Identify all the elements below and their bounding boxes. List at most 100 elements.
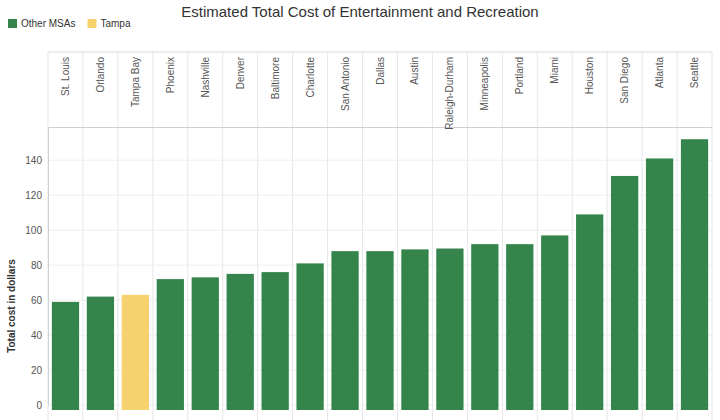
bar — [681, 139, 708, 410]
x-tick: Charlotte — [305, 57, 316, 127]
x-tick-label: Nashville — [200, 57, 211, 98]
x-tick-label: Miami — [549, 57, 560, 84]
x-tick: Houston — [584, 57, 595, 127]
category-divider — [362, 52, 363, 420]
bar — [122, 295, 149, 410]
bar — [192, 277, 219, 410]
category-divider — [677, 52, 678, 420]
x-tick: Minneapolis — [479, 57, 490, 127]
x-tick: Denver — [235, 56, 246, 127]
x-tick-label: Dallas — [375, 57, 386, 85]
category-divider — [537, 52, 538, 420]
y-tick: 80 — [31, 260, 48, 271]
y-tick: 20 — [31, 365, 48, 376]
category-divider — [257, 52, 258, 420]
y-tick-label: 60 — [31, 295, 43, 306]
bar — [296, 263, 323, 410]
bars — [52, 139, 708, 410]
bar — [157, 279, 184, 410]
x-axis-line — [49, 127, 713, 128]
bar — [646, 158, 673, 410]
grid-line — [48, 160, 712, 161]
category-divider — [467, 52, 468, 420]
x-tick-label: Baltimore — [270, 57, 281, 100]
x-tick-label: Houston — [584, 57, 595, 94]
y-axis-line — [48, 128, 49, 406]
x-tick-label: Atlanta — [654, 57, 665, 89]
y-tick: 60 — [31, 295, 48, 306]
category-divider — [607, 52, 608, 420]
x-tick: Miami — [549, 57, 560, 127]
x-tick-label: Austin — [409, 57, 420, 85]
y-tick-label: 100 — [25, 225, 42, 236]
x-tick: Portland — [514, 57, 525, 127]
y-tick-label: 80 — [31, 260, 43, 271]
bar — [401, 249, 428, 410]
category-divider — [117, 52, 118, 420]
x-tick-label: San Diego — [619, 57, 630, 104]
category-divider — [82, 52, 83, 420]
bar — [506, 244, 533, 410]
bar — [52, 302, 79, 410]
y-axis: 020406080100120140 — [25, 128, 48, 411]
x-tick-label: San Antonio — [340, 57, 351, 111]
x-tick: Atlanta — [654, 57, 665, 127]
legend-swatch — [8, 19, 17, 28]
x-tick: Tampa Bay — [130, 57, 141, 127]
bar — [611, 176, 638, 410]
category-divider — [222, 52, 223, 420]
chart: Estimated Total Cost of Entertainment an… — [0, 0, 720, 420]
legend-swatch — [87, 19, 96, 28]
x-tick: Dallas — [375, 57, 386, 127]
x-tick: San Antonio — [340, 57, 351, 127]
category-divider — [152, 52, 153, 420]
header-line — [48, 52, 712, 53]
x-tick: Austin — [409, 57, 420, 127]
bar — [436, 249, 463, 410]
bar — [366, 251, 393, 410]
x-tick: Raleigh-Durham — [444, 57, 455, 130]
chart-container: Estimated Total Cost of Entertainment an… — [0, 0, 720, 420]
x-tick-label: Minneapolis — [479, 57, 490, 110]
bar — [227, 274, 254, 410]
bar — [87, 297, 114, 410]
y-tick-label: 140 — [25, 155, 42, 166]
x-tick: Nashville — [200, 57, 211, 127]
y-tick: 140 — [25, 155, 48, 166]
bar — [471, 244, 498, 410]
x-tick-label: St. Louis — [60, 57, 71, 96]
category-divider — [432, 52, 433, 420]
x-tick: St. Louis — [60, 57, 71, 127]
x-tick: San Diego — [619, 57, 630, 127]
legend: Other MSAs Tampa — [8, 18, 131, 29]
y-tick: 100 — [25, 225, 48, 236]
x-tick-label: Denver — [235, 56, 246, 89]
x-tick-label: Portland — [514, 57, 525, 94]
y-tick: 40 — [31, 330, 48, 341]
y-tick-label: 0 — [36, 400, 42, 411]
category-divider — [572, 52, 573, 420]
x-tick: Baltimore — [270, 57, 281, 127]
x-tick-label: Charlotte — [305, 57, 316, 98]
y-axis-title: Total cost in dollars — [6, 259, 17, 353]
bar — [262, 272, 289, 410]
category-divider — [712, 52, 713, 420]
x-tick-label: Tampa Bay — [130, 57, 141, 107]
x-tick: Phoenix — [165, 57, 176, 127]
legend-label: Other MSAs — [21, 18, 75, 29]
y-tick-label: 20 — [31, 365, 43, 376]
bar — [576, 214, 603, 410]
x-tick-label: Phoenix — [165, 57, 176, 93]
title: Estimated Total Cost of Entertainment an… — [181, 3, 538, 20]
legend-label: Tampa — [100, 18, 130, 29]
category-divider — [502, 52, 503, 420]
x-tick: Orlando — [95, 57, 106, 127]
bar — [541, 235, 568, 410]
x-tick-label: Orlando — [95, 57, 106, 93]
y-tick: 0 — [36, 400, 48, 411]
bar — [331, 251, 358, 410]
x-tick: Seattle — [689, 57, 700, 127]
category-divider — [397, 52, 398, 420]
x-tick-label: Seattle — [689, 57, 700, 89]
category-divider — [292, 52, 293, 420]
